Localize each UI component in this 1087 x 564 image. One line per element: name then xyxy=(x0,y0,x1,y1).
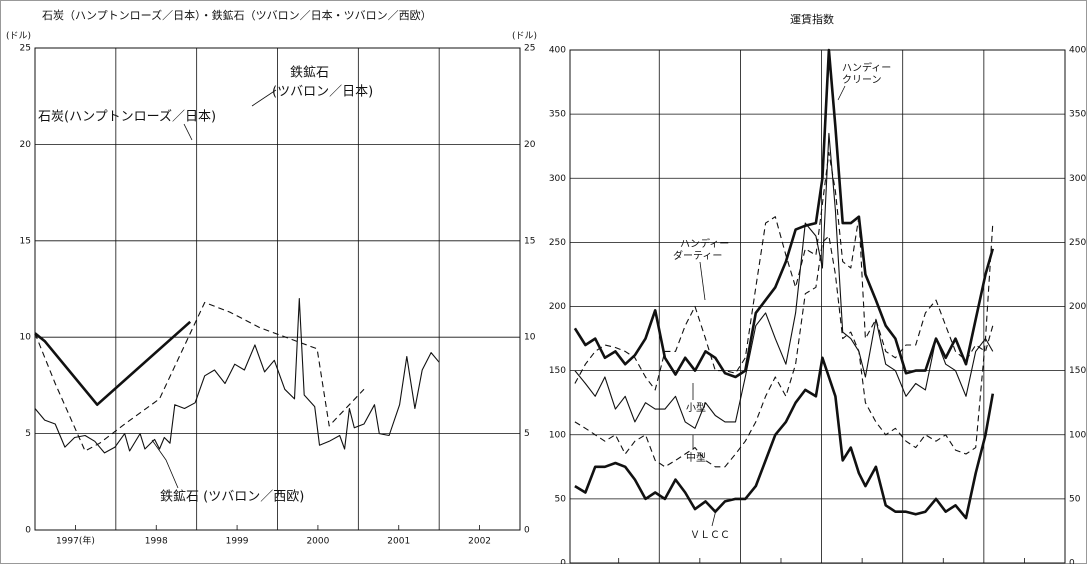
y-tick-label: 50 xyxy=(1069,494,1081,504)
series-label: ＶＬＣＣ xyxy=(690,530,730,541)
y-tick-label: 25 xyxy=(20,44,31,54)
series-label: 小型 xyxy=(686,401,706,414)
y-tick-label: 5 xyxy=(25,429,31,439)
series-label: ハンディー xyxy=(842,61,891,74)
y-tick-label: 150 xyxy=(1069,366,1086,376)
series-line xyxy=(574,132,994,429)
y-tick-label: 10 xyxy=(20,333,32,343)
y-tick-label: 200 xyxy=(1069,302,1086,312)
y-tick-label: 50 xyxy=(555,494,567,504)
y-tick-label: 0 xyxy=(524,526,530,536)
x-tick-label: 2002 xyxy=(468,537,491,547)
y-tick-label: 25 xyxy=(524,44,535,54)
series-label: 鉄鉱石 xyxy=(290,65,329,81)
series-label: ハンディー xyxy=(680,237,729,250)
leader-line xyxy=(251,89,277,107)
series-line xyxy=(574,152,994,391)
x-tick-label: 1997(年) xyxy=(56,535,95,547)
y-tick-label: 250 xyxy=(549,238,566,248)
y-tick-label: 400 xyxy=(1069,46,1086,56)
y-tick-label: 200 xyxy=(549,302,566,312)
x-tick-label: 2001 xyxy=(387,537,410,547)
y-tick-label: 0 xyxy=(560,559,566,564)
y-tick-label: 10 xyxy=(524,333,536,343)
y-tick-label: 100 xyxy=(549,430,566,440)
leader-line xyxy=(151,439,179,489)
y-tick-label: 300 xyxy=(549,174,566,184)
y-tick-label: 15 xyxy=(20,236,31,246)
y-tick-label: 0 xyxy=(1069,559,1075,564)
y-tick-label: 15 xyxy=(524,236,535,246)
y-unit: (ドル) xyxy=(512,32,537,42)
y-tick-label: 0 xyxy=(25,526,31,536)
series-label: 鉄鉱石 (ツバロン／西欧) xyxy=(160,489,304,505)
series-label: (ツバロン／日本) xyxy=(272,85,373,100)
leader-line xyxy=(699,261,706,301)
series-line xyxy=(574,223,994,468)
leader-line xyxy=(837,85,846,101)
x-tick-label: 2000 xyxy=(306,537,329,547)
x-tick-label: 1998 xyxy=(145,537,168,547)
y-tick-label: 350 xyxy=(549,110,566,120)
series-label: 石炭(ハンプトンローズ／日本) xyxy=(38,109,216,125)
y-tick-label: 100 xyxy=(1069,430,1086,440)
chart-title: 石炭（ハンプトンローズ／日本）・鉄鉱石（ツバロン／日本・ツバロン／西欧） xyxy=(42,8,432,22)
series-line xyxy=(574,356,995,520)
y-tick-label: 400 xyxy=(549,46,566,56)
series-line xyxy=(573,48,995,379)
leader-line xyxy=(183,123,193,141)
series-line xyxy=(34,301,365,452)
chart-title: 運賃指数 xyxy=(790,12,834,26)
series-label: クリーン xyxy=(842,74,882,86)
y-tick-label: 5 xyxy=(524,429,530,439)
y-tick-label: 350 xyxy=(1069,110,1086,120)
series-line xyxy=(34,320,192,406)
y-tick-label: 300 xyxy=(1069,174,1086,184)
y-unit: (ドル) xyxy=(6,32,31,42)
y-tick-label: 250 xyxy=(1069,238,1086,248)
y-tick-label: 20 xyxy=(20,140,32,150)
x-tick-label: 1999 xyxy=(226,537,249,547)
series-line xyxy=(34,298,440,454)
y-tick-label: 150 xyxy=(549,366,566,376)
series-label: ダーティー xyxy=(673,249,722,262)
y-tick-label: 20 xyxy=(524,140,536,150)
